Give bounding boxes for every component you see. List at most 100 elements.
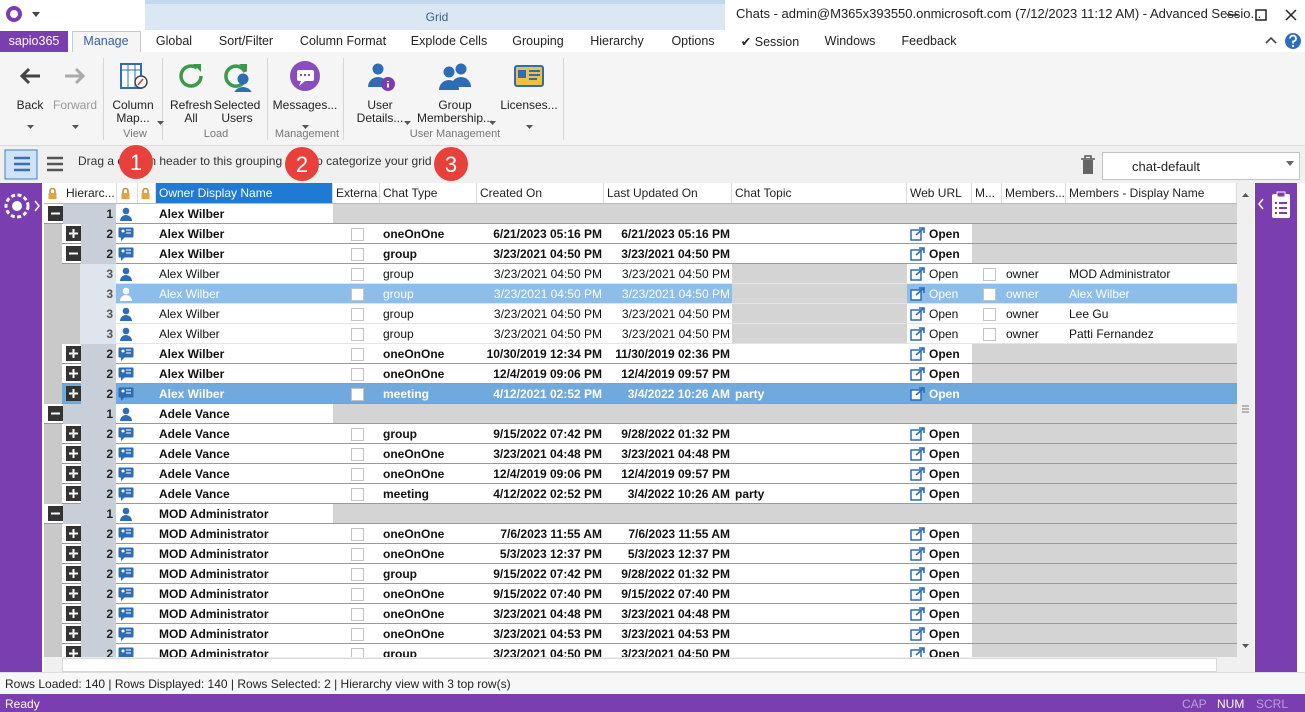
created-on[interactable]: 3/23/2021 04:53 PM	[493, 627, 602, 641]
expander[interactable]	[66, 546, 81, 561]
last-updated-on[interactable]: 12/4/2019 09:57 PM	[621, 467, 730, 481]
chat-type[interactable]: oneOnOne	[383, 467, 445, 481]
column-header[interactable]	[907, 183, 972, 203]
grid-row[interactable]	[44, 304, 1237, 324]
active-tab[interactable]	[72, 31, 141, 54]
owner-name[interactable]: Alex Wilber	[159, 207, 225, 221]
owner-name[interactable]: Alex Wilber	[159, 387, 225, 401]
web-url[interactable]: Open	[929, 527, 960, 541]
owner-name[interactable]: Adele Vance	[159, 427, 230, 441]
created-on[interactable]: 3/23/2021 04:48 PM	[493, 447, 602, 461]
owner-name[interactable]: MOD Administrator	[159, 567, 269, 581]
link-icon[interactable]	[910, 467, 926, 484]
chat-type[interactable]: group	[383, 327, 414, 341]
chat-topic[interactable]: party	[735, 387, 765, 401]
link-icon[interactable]	[910, 567, 926, 584]
checkbox[interactable]	[983, 328, 996, 341]
created-on[interactable]: 4/12/2021 02:52 PM	[493, 387, 602, 401]
link-icon[interactable]	[910, 487, 926, 504]
dropdown-arrow[interactable]	[72, 119, 79, 133]
ribbon-button-icon[interactable]	[513, 60, 545, 95]
grid-row[interactable]	[44, 244, 1237, 264]
grid-row[interactable]	[44, 284, 1237, 304]
checkbox[interactable]	[983, 268, 996, 281]
created-on[interactable]: 3/23/2021 04:50 PM	[493, 327, 602, 341]
last-updated-on[interactable]: 6/21/2023 05:16 PM	[621, 227, 730, 241]
last-updated-on[interactable]: 3/4/2022 10:26 AM	[627, 387, 730, 401]
owner-name[interactable]: Adele Vance	[159, 467, 230, 481]
checkbox[interactable]	[351, 268, 364, 281]
member-name[interactable]: Patti Fernandez	[1069, 327, 1154, 341]
last-updated-on[interactable]: 3/4/2022 10:26 AM	[627, 487, 730, 501]
web-url[interactable]: Open	[929, 547, 960, 561]
web-url[interactable]: Open	[929, 247, 960, 261]
column-header[interactable]	[972, 183, 1002, 203]
link-icon[interactable]	[910, 427, 926, 444]
ribbon-tab[interactable]: Hierarchy	[590, 34, 644, 48]
expander[interactable]	[66, 386, 81, 401]
checkbox[interactable]	[351, 228, 364, 241]
expander[interactable]	[66, 486, 81, 501]
grid-row[interactable]	[44, 484, 1237, 504]
link-icon[interactable]	[910, 447, 926, 464]
last-updated-on[interactable]: 9/28/2022 01:32 PM	[621, 427, 730, 441]
grid-row[interactable]	[44, 544, 1237, 564]
web-url[interactable]: Open	[929, 427, 960, 441]
checkbox[interactable]	[351, 468, 364, 481]
chat-type[interactable]: group	[383, 427, 417, 441]
checkbox[interactable]	[351, 348, 364, 361]
owner-name[interactable]: Alex Wilber	[159, 287, 220, 301]
chat-type[interactable]: group	[383, 247, 417, 261]
checkbox[interactable]	[351, 608, 364, 621]
column-header[interactable]	[333, 183, 380, 203]
ribbon-button-icon[interactable]	[289, 60, 321, 95]
last-updated-on[interactable]: 7/6/2023 11:55 AM	[628, 527, 730, 541]
created-on[interactable]: 3/23/2021 04:50 PM	[493, 267, 602, 281]
chat-type[interactable]: oneOnOne	[383, 607, 445, 621]
created-on[interactable]: 10/30/2019 12:34 PM	[486, 347, 602, 361]
ribbon-button-icon[interactable]	[364, 60, 396, 95]
owner-name[interactable]: Alex Wilber	[159, 247, 225, 261]
checkbox[interactable]	[351, 388, 364, 401]
link-icon[interactable]	[910, 547, 926, 564]
column-header[interactable]	[380, 183, 477, 203]
grid-row[interactable]	[44, 584, 1237, 604]
last-updated-on[interactable]: 11/30/2019 02:36 PM	[615, 347, 730, 361]
ribbon-button-label[interactable]: Column	[112, 98, 154, 112]
link-icon[interactable]	[910, 647, 926, 657]
last-updated-on[interactable]: 3/23/2021 04:50 PM	[621, 307, 730, 321]
column-header[interactable]	[1066, 183, 1237, 203]
owner-name[interactable]: Adele Vance	[159, 487, 230, 501]
ribbon-button-label[interactable]: All	[184, 111, 198, 125]
chat-type[interactable]: meeting	[383, 387, 430, 401]
ribbon-button-icon[interactable]	[59, 60, 91, 95]
web-url[interactable]: Open	[929, 627, 960, 641]
link-icon[interactable]	[910, 607, 926, 624]
created-on[interactable]: 6/21/2023 05:16 PM	[493, 227, 602, 241]
column-header-label[interactable]: Created On	[480, 186, 543, 200]
expander[interactable]	[66, 586, 81, 601]
chat-type[interactable]: oneOnOne	[383, 367, 445, 381]
window-controls[interactable]	[1220, 4, 1305, 26]
last-updated-on[interactable]: 3/23/2021 04:48 PM	[621, 447, 730, 461]
link-icon[interactable]	[910, 307, 926, 324]
expander[interactable]	[48, 406, 63, 421]
link-icon[interactable]	[910, 387, 926, 404]
column-header-label[interactable]: Chat Topic	[735, 186, 792, 200]
ribbon-button-label[interactable]: Membership...	[416, 111, 494, 125]
web-url[interactable]: Open	[929, 647, 960, 657]
member-name[interactable]: Alex Wilber	[1069, 287, 1130, 301]
grid-row[interactable]	[44, 224, 1237, 244]
checkbox[interactable]	[351, 368, 364, 381]
chat-type[interactable]: oneOnOne	[383, 587, 445, 601]
grid-row[interactable]	[44, 364, 1237, 384]
dropdown-arrow[interactable]	[302, 119, 309, 133]
app-button[interactable]	[0, 31, 68, 52]
checkbox[interactable]	[351, 628, 364, 641]
clipboard-icon[interactable]	[1255, 190, 1297, 222]
link-icon[interactable]	[910, 267, 926, 284]
expander[interactable]	[66, 226, 81, 241]
owner-name[interactable]: MOD Administrator	[159, 587, 269, 601]
created-on[interactable]: 7/6/2023 11:55 AM	[500, 527, 602, 541]
last-updated-on[interactable]: 3/23/2021 04:50 PM	[621, 327, 730, 341]
